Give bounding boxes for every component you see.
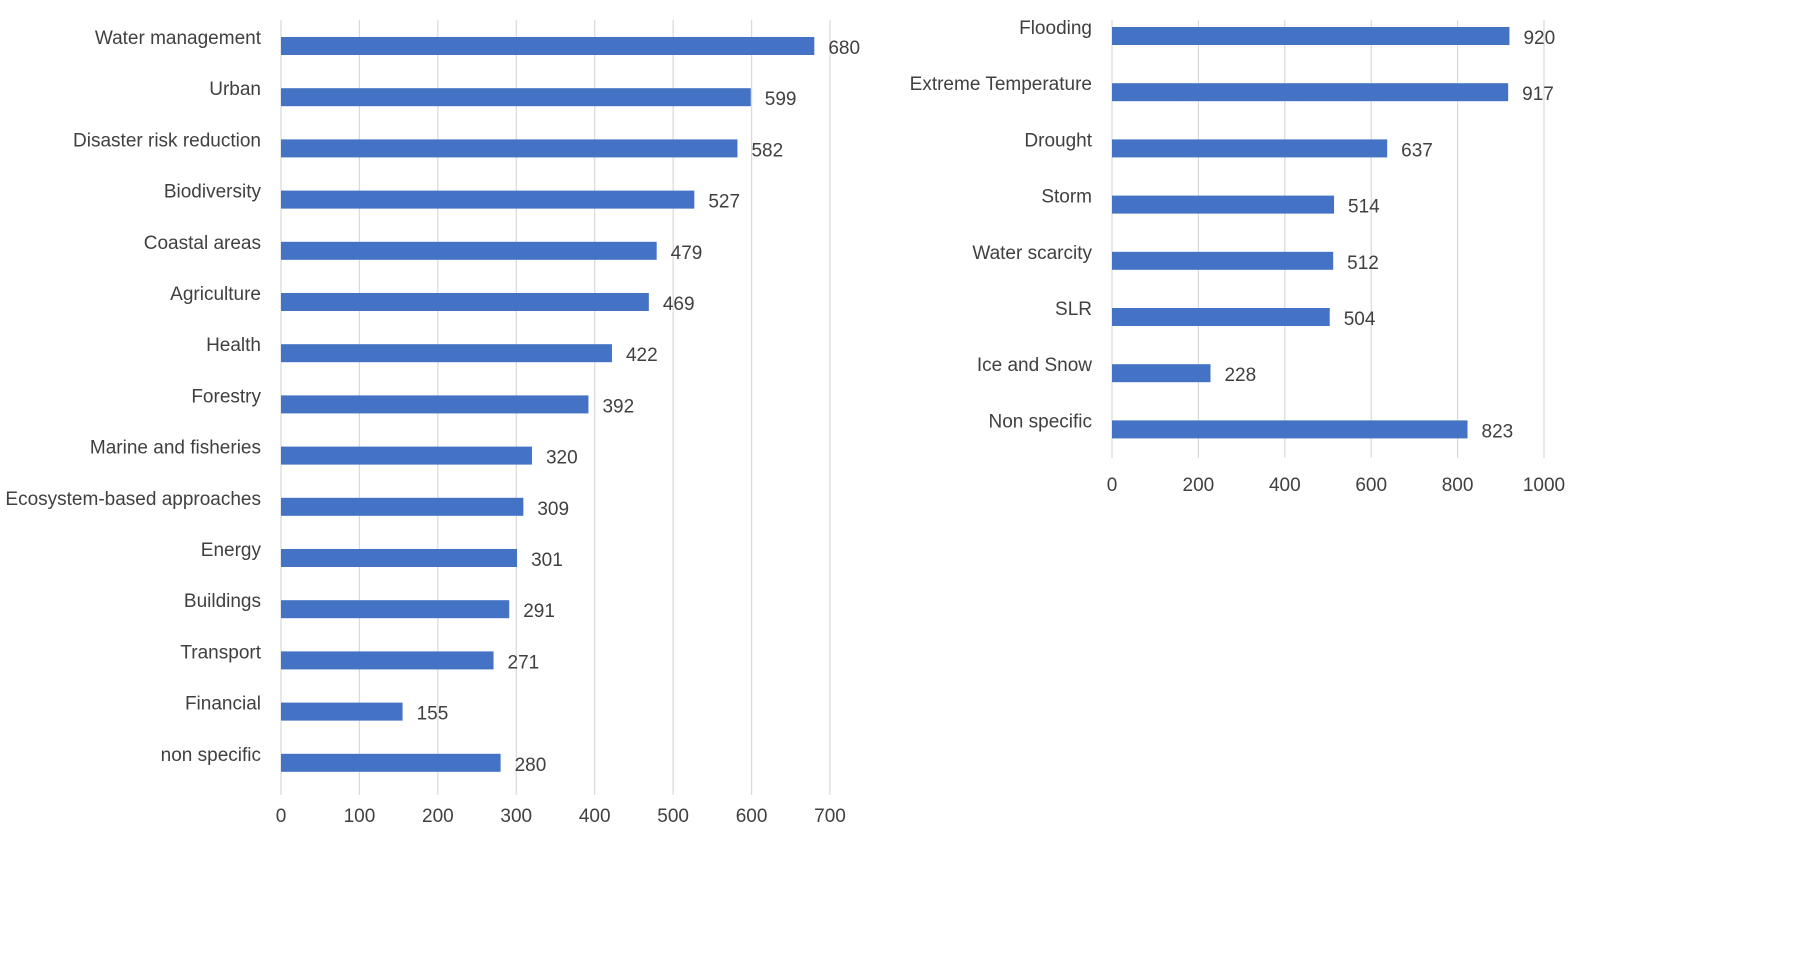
category-label: Water scarcity xyxy=(972,243,1092,264)
data-label: 155 xyxy=(417,704,449,725)
bar xyxy=(281,600,510,619)
x-tick-label: 600 xyxy=(736,806,768,827)
category-label: Ice and Snow xyxy=(977,355,1092,376)
data-label: 823 xyxy=(1482,421,1514,442)
category-label: Marine and fisheries xyxy=(90,438,261,459)
data-label: 291 xyxy=(523,601,555,622)
category-label: Buildings xyxy=(184,591,261,612)
x-tick-label: 0 xyxy=(1107,475,1118,496)
bar xyxy=(281,37,815,55)
x-tick-label: 500 xyxy=(657,806,689,827)
category-label: Non specific xyxy=(989,411,1093,432)
category-label: Transport xyxy=(180,642,261,663)
bar xyxy=(281,651,494,670)
category-label: Energy xyxy=(201,540,262,561)
data-label: 917 xyxy=(1522,84,1554,105)
bar xyxy=(281,446,532,465)
category-label: Coastal areas xyxy=(144,233,261,254)
data-label: 512 xyxy=(1347,253,1379,274)
category-label: Storm xyxy=(1041,187,1092,208)
bar xyxy=(1112,308,1330,326)
data-label: 320 xyxy=(546,448,578,469)
bar xyxy=(281,293,649,311)
bar xyxy=(281,241,657,260)
data-label: 271 xyxy=(508,652,540,673)
data-label: 301 xyxy=(531,550,563,571)
x-tick-label: 0 xyxy=(276,806,287,827)
bar xyxy=(1112,251,1334,270)
bar xyxy=(281,344,612,363)
category-label: Flooding xyxy=(1019,18,1092,39)
x-tick-label: 1000 xyxy=(1523,475,1565,496)
category-label: Financial xyxy=(185,694,261,715)
bar xyxy=(281,139,738,158)
data-label: 422 xyxy=(626,345,658,366)
data-label: 479 xyxy=(671,243,703,264)
category-label: Water management xyxy=(95,28,262,49)
category-label: Disaster risk reduction xyxy=(73,130,261,151)
data-label: 469 xyxy=(663,294,695,315)
x-tick-label: 400 xyxy=(579,806,611,827)
data-label: 920 xyxy=(1523,28,1555,49)
category-label: Drought xyxy=(1024,130,1092,151)
x-tick-label: 800 xyxy=(1442,475,1474,496)
bar xyxy=(1112,139,1388,158)
data-label: 637 xyxy=(1401,140,1433,161)
x-tick-label: 200 xyxy=(1183,475,1215,496)
bar xyxy=(1112,83,1509,102)
data-label: 392 xyxy=(602,396,634,417)
x-tick-label: 700 xyxy=(814,806,846,827)
category-label: non specific xyxy=(161,745,261,766)
category-label: Health xyxy=(206,335,261,356)
data-label: 228 xyxy=(1224,365,1256,386)
bar xyxy=(1112,195,1335,214)
sectors-bar-chart: 0 100 200 300 400 500 600 700 Water management 68… xyxy=(5,20,860,827)
category-label: Forestry xyxy=(191,386,261,407)
hazards-bar-chart: 0 200 400 600 800 1000 Flooding 920 Extreme Temp… xyxy=(910,18,1565,496)
category-label: Agriculture xyxy=(170,284,261,305)
data-label: 504 xyxy=(1344,309,1376,330)
bar xyxy=(1112,420,1468,439)
data-label: 514 xyxy=(1348,197,1380,218)
bar xyxy=(281,497,524,516)
category-label: Urban xyxy=(209,79,261,100)
category-label: Biodiversity xyxy=(164,182,262,203)
bar xyxy=(1112,364,1211,383)
category-label: Extreme Temperature xyxy=(910,74,1092,95)
bar xyxy=(281,702,403,721)
x-tick-label: 400 xyxy=(1269,475,1301,496)
x-tick-label: 100 xyxy=(344,806,376,827)
bar xyxy=(281,753,501,772)
bar xyxy=(281,395,589,414)
category-label: Ecosystem-based approaches xyxy=(5,489,261,510)
bar xyxy=(281,190,695,209)
data-label: 280 xyxy=(515,755,547,776)
bar xyxy=(281,549,518,567)
category-label: SLR xyxy=(1055,299,1092,320)
data-label: 599 xyxy=(765,89,797,110)
data-label: 527 xyxy=(708,192,740,213)
data-label: 582 xyxy=(751,140,783,161)
x-tick-label: 300 xyxy=(500,806,532,827)
bar xyxy=(1112,27,1510,45)
x-tick-label: 600 xyxy=(1355,475,1387,496)
x-tick-label: 200 xyxy=(422,806,454,827)
data-label: 309 xyxy=(537,499,569,520)
bar xyxy=(281,88,751,107)
data-label: 680 xyxy=(828,38,860,59)
